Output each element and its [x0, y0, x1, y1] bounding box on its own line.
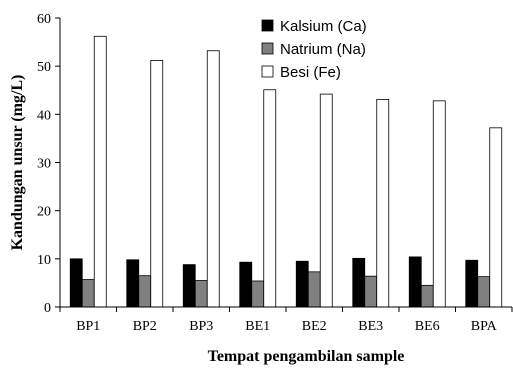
legend-swatch-besi: [261, 65, 274, 78]
y-tick-label: 20: [37, 205, 51, 220]
x-tick-label: BE6: [415, 319, 440, 334]
bar-kalsium-bp3: [182, 264, 196, 308]
x-tick-label: BE1: [245, 319, 270, 334]
bar-natrium-bpa: [477, 276, 491, 308]
bar-besi-be2: [319, 93, 333, 308]
y-tick-label: 50: [37, 60, 51, 75]
bar-besi-be6: [432, 100, 446, 308]
x-tick-label: BP2: [133, 319, 157, 334]
x-tick-label: BE3: [358, 319, 383, 334]
bar-natrium-be2: [307, 271, 321, 308]
bar-natrium-bp2: [138, 275, 152, 308]
legend-label-natrium: Natrium (Na): [280, 41, 366, 58]
bar-kalsium-bp2: [126, 259, 140, 308]
bar-besi-bp2: [150, 59, 164, 308]
bar-kalsium-be1: [239, 261, 253, 308]
legend: Kalsium (Ca) Natrium (Na) Besi (Fe): [261, 18, 367, 81]
y-tick-label: 60: [37, 12, 51, 27]
legend-label-kalsium: Kalsium (Ca): [280, 18, 367, 35]
bar-natrium-bp1: [81, 279, 95, 308]
bar-besi-be3: [376, 99, 390, 308]
y-tick-label: 30: [37, 157, 51, 172]
x-tick-label: BP3: [189, 319, 213, 334]
bar-besi-bp1: [93, 35, 107, 308]
bar-besi-bp3: [206, 50, 220, 308]
y-tick-label: 40: [37, 108, 51, 123]
x-tick-label: BP1: [76, 319, 100, 334]
y-tick-label: 0: [44, 301, 51, 316]
bar-kalsium-be2: [295, 260, 309, 308]
legend-label-besi: Besi (Fe): [280, 64, 341, 81]
legend-swatch-kalsium: [261, 19, 274, 32]
y-axis-title: Kandungan unsur (mg/L): [9, 75, 26, 251]
y-tick-label: 10: [37, 253, 51, 268]
x-tick-label: BE2: [302, 319, 327, 334]
bar-natrium-be6: [420, 284, 434, 308]
x-tick-label: BPA: [471, 319, 498, 334]
bar-kalsium-be6: [408, 256, 422, 308]
bar-natrium-be1: [251, 280, 265, 308]
legend-swatch-natrium: [261, 42, 274, 55]
x-axis-title: Tempat pengambilan sample: [208, 348, 405, 365]
bar-kalsium-bp1: [69, 258, 83, 308]
x-axis-ticks: BP1 BP2 BP3 BE1 BE2 BE3 BE6 BPA: [59, 307, 513, 334]
bar-kalsium-bpa: [465, 259, 479, 308]
bars: [69, 35, 503, 308]
bar-kalsium-be3: [352, 257, 366, 308]
bar-besi-bpa: [489, 127, 503, 308]
y-axis-ticks: 0 10 20 30 40 50 60: [37, 12, 60, 316]
bar-natrium-bp3: [194, 280, 208, 308]
bar-natrium-be3: [364, 275, 378, 308]
bar-besi-be1: [263, 89, 277, 308]
